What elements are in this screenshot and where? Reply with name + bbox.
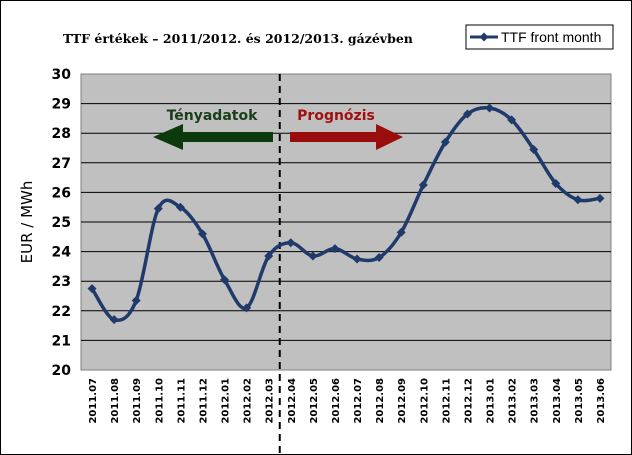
y-tick-label: 24 (52, 245, 72, 261)
x-tick-label: 2011.08 (110, 378, 121, 424)
data-point-marker (109, 315, 119, 325)
x-tick-label: 2012.09 (397, 378, 408, 424)
y-tick-label: 29 (52, 97, 71, 113)
gridlines (81, 103, 611, 341)
actual-data-label: Tényadatok (167, 108, 259, 124)
actual-data-arrow (153, 124, 273, 150)
x-tick-label: 2012.07 (353, 378, 364, 424)
x-tick-label: 2011.09 (132, 378, 143, 424)
x-tick-label: 2012.10 (419, 378, 430, 424)
x-tick-label: 2013.04 (552, 378, 563, 424)
data-point-marker (308, 251, 318, 261)
data-point-marker (175, 202, 185, 212)
y-tick-label: 20 (52, 363, 72, 379)
chart-title: TTF értékek – 2011/2012. és 2012/2013. g… (63, 31, 413, 46)
x-tick-label: 2012.05 (309, 378, 320, 424)
data-point-marker (330, 244, 340, 254)
legend-entry-ttf-front-month: TTF front month (501, 29, 601, 45)
y-tick-label: 28 (52, 126, 71, 142)
y-tick-label: 22 (52, 304, 71, 320)
x-tick-label: 2013.01 (486, 378, 497, 424)
x-tick-label: 2012.02 (243, 378, 254, 424)
data-point-marker (352, 254, 362, 264)
data-point-marker (551, 179, 561, 189)
data-point-marker (529, 144, 539, 154)
data-point-marker (440, 137, 450, 147)
series-markers (87, 103, 605, 325)
data-point-marker (153, 204, 163, 214)
legend-marker (479, 32, 489, 42)
data-point-marker (374, 253, 384, 263)
data-point-marker (220, 275, 230, 285)
data-point-marker (396, 227, 406, 237)
y-tick-labels: 20 21 22 23 24 25 26 27 28 29 30 (52, 67, 72, 379)
actual-data-annotation: Tényadatok (153, 108, 273, 150)
forecast-arrow (290, 124, 403, 150)
data-point-marker (286, 238, 296, 248)
y-tick-label: 30 (52, 67, 72, 83)
y-tick-label: 27 (52, 156, 71, 172)
forecast-label: Prognózis (297, 108, 375, 124)
x-tick-label: 2011.11 (176, 378, 187, 424)
data-point-marker (242, 303, 252, 313)
forecast-annotation: Prognózis (290, 108, 403, 150)
x-tick-label: 2012.12 (463, 378, 474, 424)
y-tick-label: 21 (52, 333, 71, 349)
x-tick-label: 2012.11 (441, 378, 452, 424)
data-point-marker (131, 295, 141, 305)
data-point-marker (418, 180, 428, 190)
data-point-marker (197, 229, 207, 239)
x-tick-label: 2013.05 (574, 378, 585, 424)
x-tick-label: 2012.01 (221, 378, 232, 424)
data-point-marker (485, 103, 495, 113)
legend: TTF front month (465, 24, 614, 50)
x-tick-label: 2013.02 (508, 378, 519, 424)
data-point-marker (87, 284, 97, 294)
x-tick-label: 2012.04 (287, 378, 298, 424)
data-point-marker (462, 109, 472, 119)
x-tick-labels: 2011.07 2011.08 2011.09 2011.10 2011.11 2011.… (88, 378, 607, 424)
y-tick-label: 26 (52, 185, 71, 201)
data-point-marker (595, 193, 605, 203)
x-tick-label: 2011.07 (88, 378, 99, 424)
x-tick-label: 2012.03 (265, 378, 276, 424)
x-tick-label: 2013.03 (530, 378, 541, 424)
y-tick-label: 25 (52, 215, 71, 231)
x-tick-label: 2012.08 (375, 378, 386, 424)
y-tick-label: 23 (52, 274, 71, 290)
x-tick-label: 2011.12 (198, 378, 209, 424)
data-point-marker (264, 251, 274, 261)
x-tick-label: 2011.10 (154, 378, 165, 424)
x-tick-label: 2013.06 (596, 378, 607, 424)
data-point-marker (507, 115, 517, 125)
x-tick-label: 2012.06 (331, 378, 342, 424)
y-axis-label: EUR / MWh (18, 181, 36, 264)
data-point-marker (573, 195, 583, 205)
